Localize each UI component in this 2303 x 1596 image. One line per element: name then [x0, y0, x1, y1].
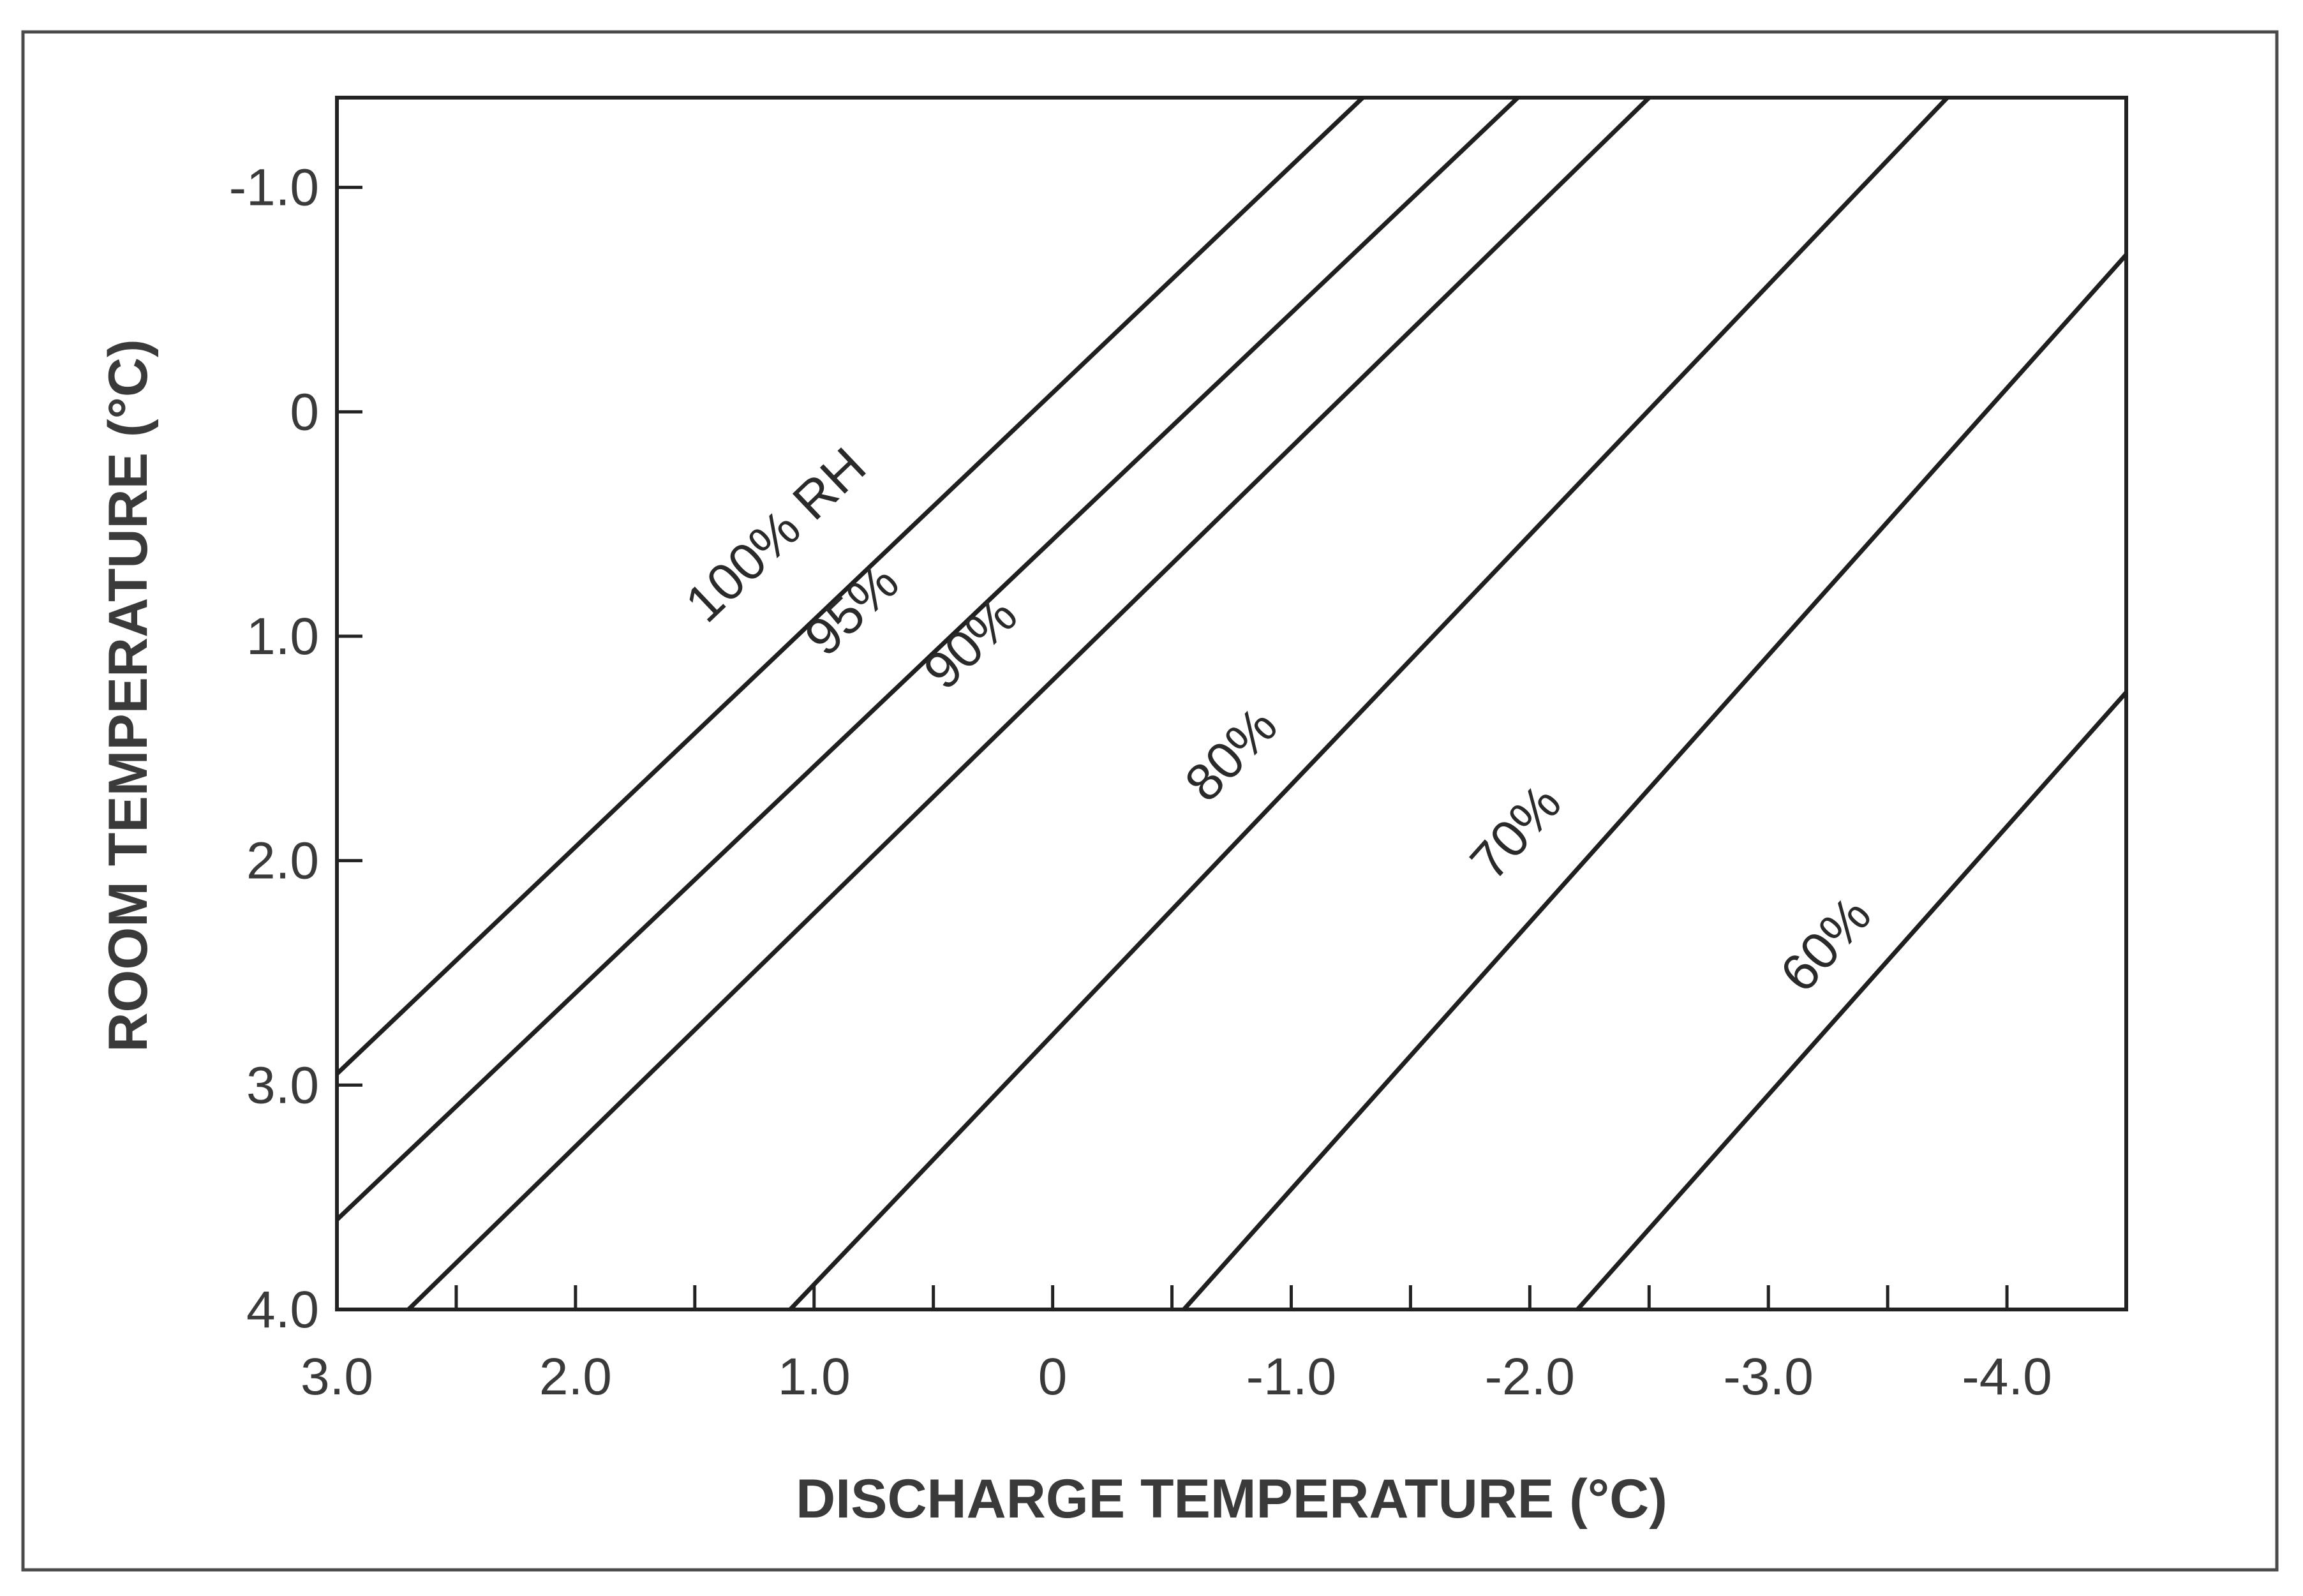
- x-tick-label: -1.0: [1246, 1348, 1336, 1406]
- series-line: [335, 96, 1520, 1221]
- x-axis-ticks: 3.0 2.0 1.0 0 -1.0 -2.0 -3.0 -4.0: [301, 1285, 2052, 1406]
- y-axis-title: ROOM TEMPERATURE (°C): [98, 339, 159, 1052]
- x-tick-label: 2.0: [539, 1348, 612, 1406]
- series-line: [1182, 253, 2128, 1311]
- x-tick-label: 1.0: [778, 1348, 851, 1406]
- x-tick-label: -4.0: [1962, 1348, 2052, 1406]
- x-tick-label: -3.0: [1724, 1348, 1814, 1406]
- y-tick-label: 4.0: [246, 1281, 319, 1339]
- outer-border: [21, 30, 2279, 1572]
- x-tick-label: -2.0: [1485, 1348, 1575, 1406]
- series-lines: [335, 96, 2128, 1311]
- y-tick-label: 0: [290, 383, 319, 441]
- y-tick-label: 1.0: [246, 608, 319, 666]
- series-line: [788, 96, 1949, 1311]
- series-line: [335, 96, 1365, 1076]
- x-tick-label: 3.0: [301, 1348, 373, 1406]
- series-line: [1576, 690, 2128, 1311]
- y-axis-ticks: -1.0 0 1.0 2.0 3.0 4.0: [229, 159, 362, 1339]
- y-tick-label: -1.0: [229, 159, 319, 217]
- y-tick-label: 3.0: [246, 1056, 319, 1114]
- x-tick-label: 0: [1038, 1348, 1068, 1406]
- plot-frame: [335, 96, 2128, 1311]
- y-tick-label: 2.0: [246, 832, 319, 890]
- x-axis-title: DISCHARGE TEMPERATURE (°C): [796, 1468, 1667, 1530]
- series-line: [406, 96, 1651, 1311]
